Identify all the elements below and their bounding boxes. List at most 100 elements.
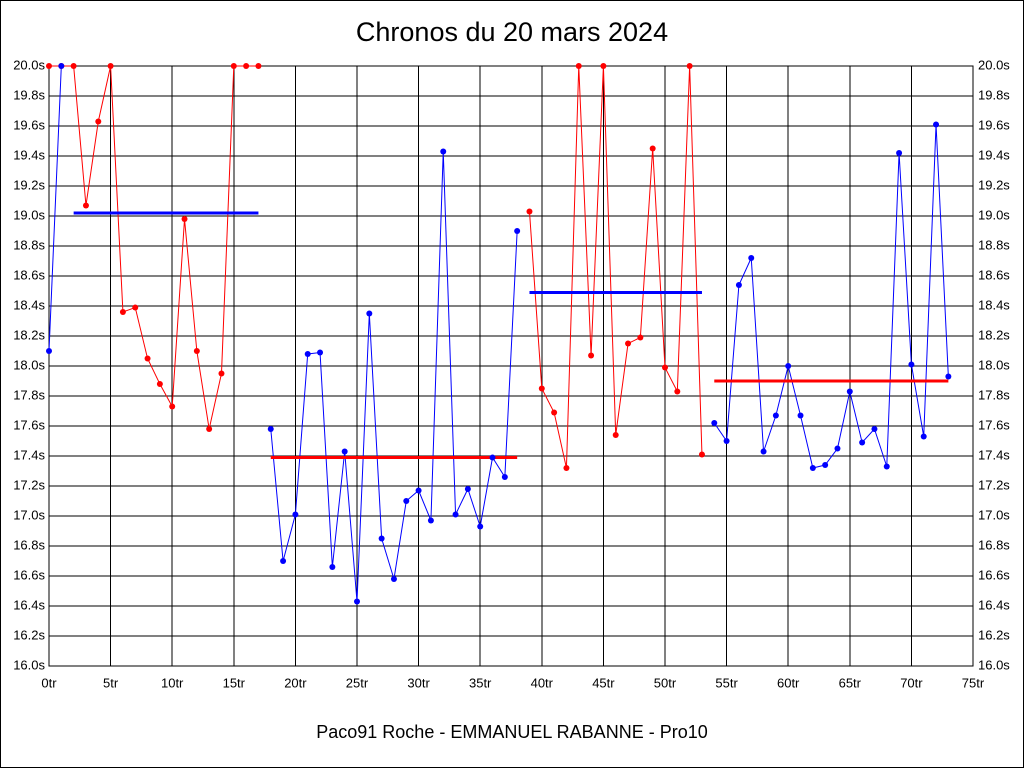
data-point bbox=[809, 465, 816, 471]
data-point bbox=[341, 448, 348, 455]
y-tick-label: 16.0s bbox=[13, 657, 45, 672]
x-tick-label: 35tr bbox=[469, 675, 492, 690]
data-point bbox=[58, 63, 65, 69]
data-point bbox=[883, 463, 890, 470]
data-point bbox=[896, 150, 903, 156]
data-point bbox=[169, 403, 176, 410]
data-point bbox=[748, 255, 755, 261]
data-point bbox=[193, 348, 200, 354]
y2-tick-label: 16.0s bbox=[978, 657, 1010, 672]
data-point bbox=[489, 454, 496, 461]
y-tick-label: 17.6s bbox=[13, 417, 45, 432]
data-point bbox=[464, 486, 471, 492]
x-tick-label: 75tr bbox=[962, 675, 985, 690]
y-tick-label: 19.6s bbox=[13, 117, 45, 132]
x-tick-label: 0tr bbox=[41, 675, 57, 690]
x-tick-label: 50tr bbox=[654, 675, 677, 690]
y-tick-label: 16.2s bbox=[13, 627, 45, 642]
y-tick-label: 18.6s bbox=[13, 267, 45, 282]
y-tick-label: 17.2s bbox=[13, 477, 45, 492]
data-point bbox=[772, 412, 779, 419]
data-point bbox=[390, 576, 397, 582]
y-tick-label: 20.0s bbox=[13, 57, 45, 72]
y2-tick-label: 16.6s bbox=[978, 567, 1010, 582]
y-tick-label: 18.2s bbox=[13, 327, 45, 342]
data-point bbox=[243, 63, 250, 69]
data-point bbox=[46, 348, 52, 354]
y2-tick-label: 16.8s bbox=[978, 537, 1010, 552]
data-point bbox=[144, 355, 151, 362]
y-tick-label: 16.6s bbox=[13, 567, 45, 582]
data-point bbox=[46, 63, 52, 69]
data-point bbox=[797, 412, 804, 419]
y2-tick-label: 17.4s bbox=[978, 447, 1010, 462]
data-point bbox=[711, 420, 718, 426]
y2-tick-label: 19.0s bbox=[978, 207, 1010, 222]
data-point bbox=[871, 426, 878, 432]
data-point bbox=[735, 282, 742, 288]
y2-tick-label: 19.8s bbox=[978, 87, 1010, 102]
data-point bbox=[132, 304, 139, 311]
y-tick-label: 18.8s bbox=[13, 237, 45, 252]
data-point bbox=[945, 373, 952, 380]
data-point bbox=[378, 535, 385, 542]
x-tick-label: 30tr bbox=[407, 675, 430, 690]
y-tick-label: 19.2s bbox=[13, 177, 45, 192]
x-tick-label: 10tr bbox=[161, 675, 184, 690]
y2-tick-label: 17.8s bbox=[978, 387, 1010, 402]
y-tick-label: 19.4s bbox=[13, 147, 45, 162]
x-tick-label: 60tr bbox=[777, 675, 800, 690]
y2-tick-label: 18.4s bbox=[978, 297, 1010, 312]
y2-tick-label: 18.6s bbox=[978, 267, 1010, 282]
data-point bbox=[218, 370, 225, 377]
y-tick-label: 17.0s bbox=[13, 507, 45, 522]
plot-border bbox=[48, 65, 974, 667]
y2-tick-label: 18.2s bbox=[978, 327, 1010, 342]
data-point bbox=[95, 118, 102, 125]
data-point bbox=[403, 498, 410, 504]
y2-tick-label: 16.2s bbox=[978, 627, 1010, 642]
y2-tick-label: 17.0s bbox=[978, 507, 1010, 522]
x-tick-label: 55tr bbox=[715, 675, 738, 690]
y2-tick-label: 20.0s bbox=[978, 57, 1010, 72]
y-tick-label: 19.0s bbox=[13, 207, 45, 222]
data-point bbox=[107, 63, 114, 69]
data-point bbox=[698, 451, 705, 458]
data-point bbox=[575, 63, 582, 69]
data-point bbox=[785, 363, 792, 369]
footer: Paco91 Roche - EMMANUEL RABANNE - Pro10 bbox=[316, 722, 707, 742]
data-point bbox=[662, 364, 668, 371]
data-point bbox=[440, 148, 447, 155]
data-point bbox=[317, 349, 324, 356]
data-point bbox=[119, 309, 126, 315]
data-point bbox=[255, 63, 262, 69]
data-point bbox=[612, 432, 619, 438]
data-point bbox=[267, 426, 274, 432]
y2-tick-label: 17.2s bbox=[978, 477, 1010, 492]
x-tick-label: 70tr bbox=[900, 675, 923, 690]
y-tick-label: 18.4s bbox=[13, 297, 45, 312]
data-point bbox=[649, 145, 656, 152]
y-tick-label: 17.4s bbox=[13, 447, 45, 462]
data-point bbox=[70, 63, 77, 69]
y2-tick-label: 19.2s bbox=[978, 177, 1010, 192]
data-point bbox=[501, 474, 508, 480]
data-point bbox=[452, 511, 459, 518]
data-point bbox=[366, 310, 373, 317]
data-point bbox=[600, 63, 607, 69]
data-point bbox=[280, 558, 287, 564]
x-tick-label: 40tr bbox=[531, 675, 554, 690]
data-point bbox=[526, 208, 533, 215]
data-point bbox=[514, 228, 521, 234]
data-point bbox=[625, 340, 632, 347]
y-tick-label: 16.4s bbox=[13, 597, 45, 612]
x-tick-label: 65tr bbox=[839, 675, 862, 690]
data-point bbox=[354, 598, 360, 605]
x-tick-label: 25tr bbox=[346, 675, 369, 690]
data-point bbox=[415, 487, 422, 494]
data-point bbox=[477, 523, 484, 530]
data-point bbox=[723, 438, 730, 444]
data-point bbox=[82, 202, 89, 209]
